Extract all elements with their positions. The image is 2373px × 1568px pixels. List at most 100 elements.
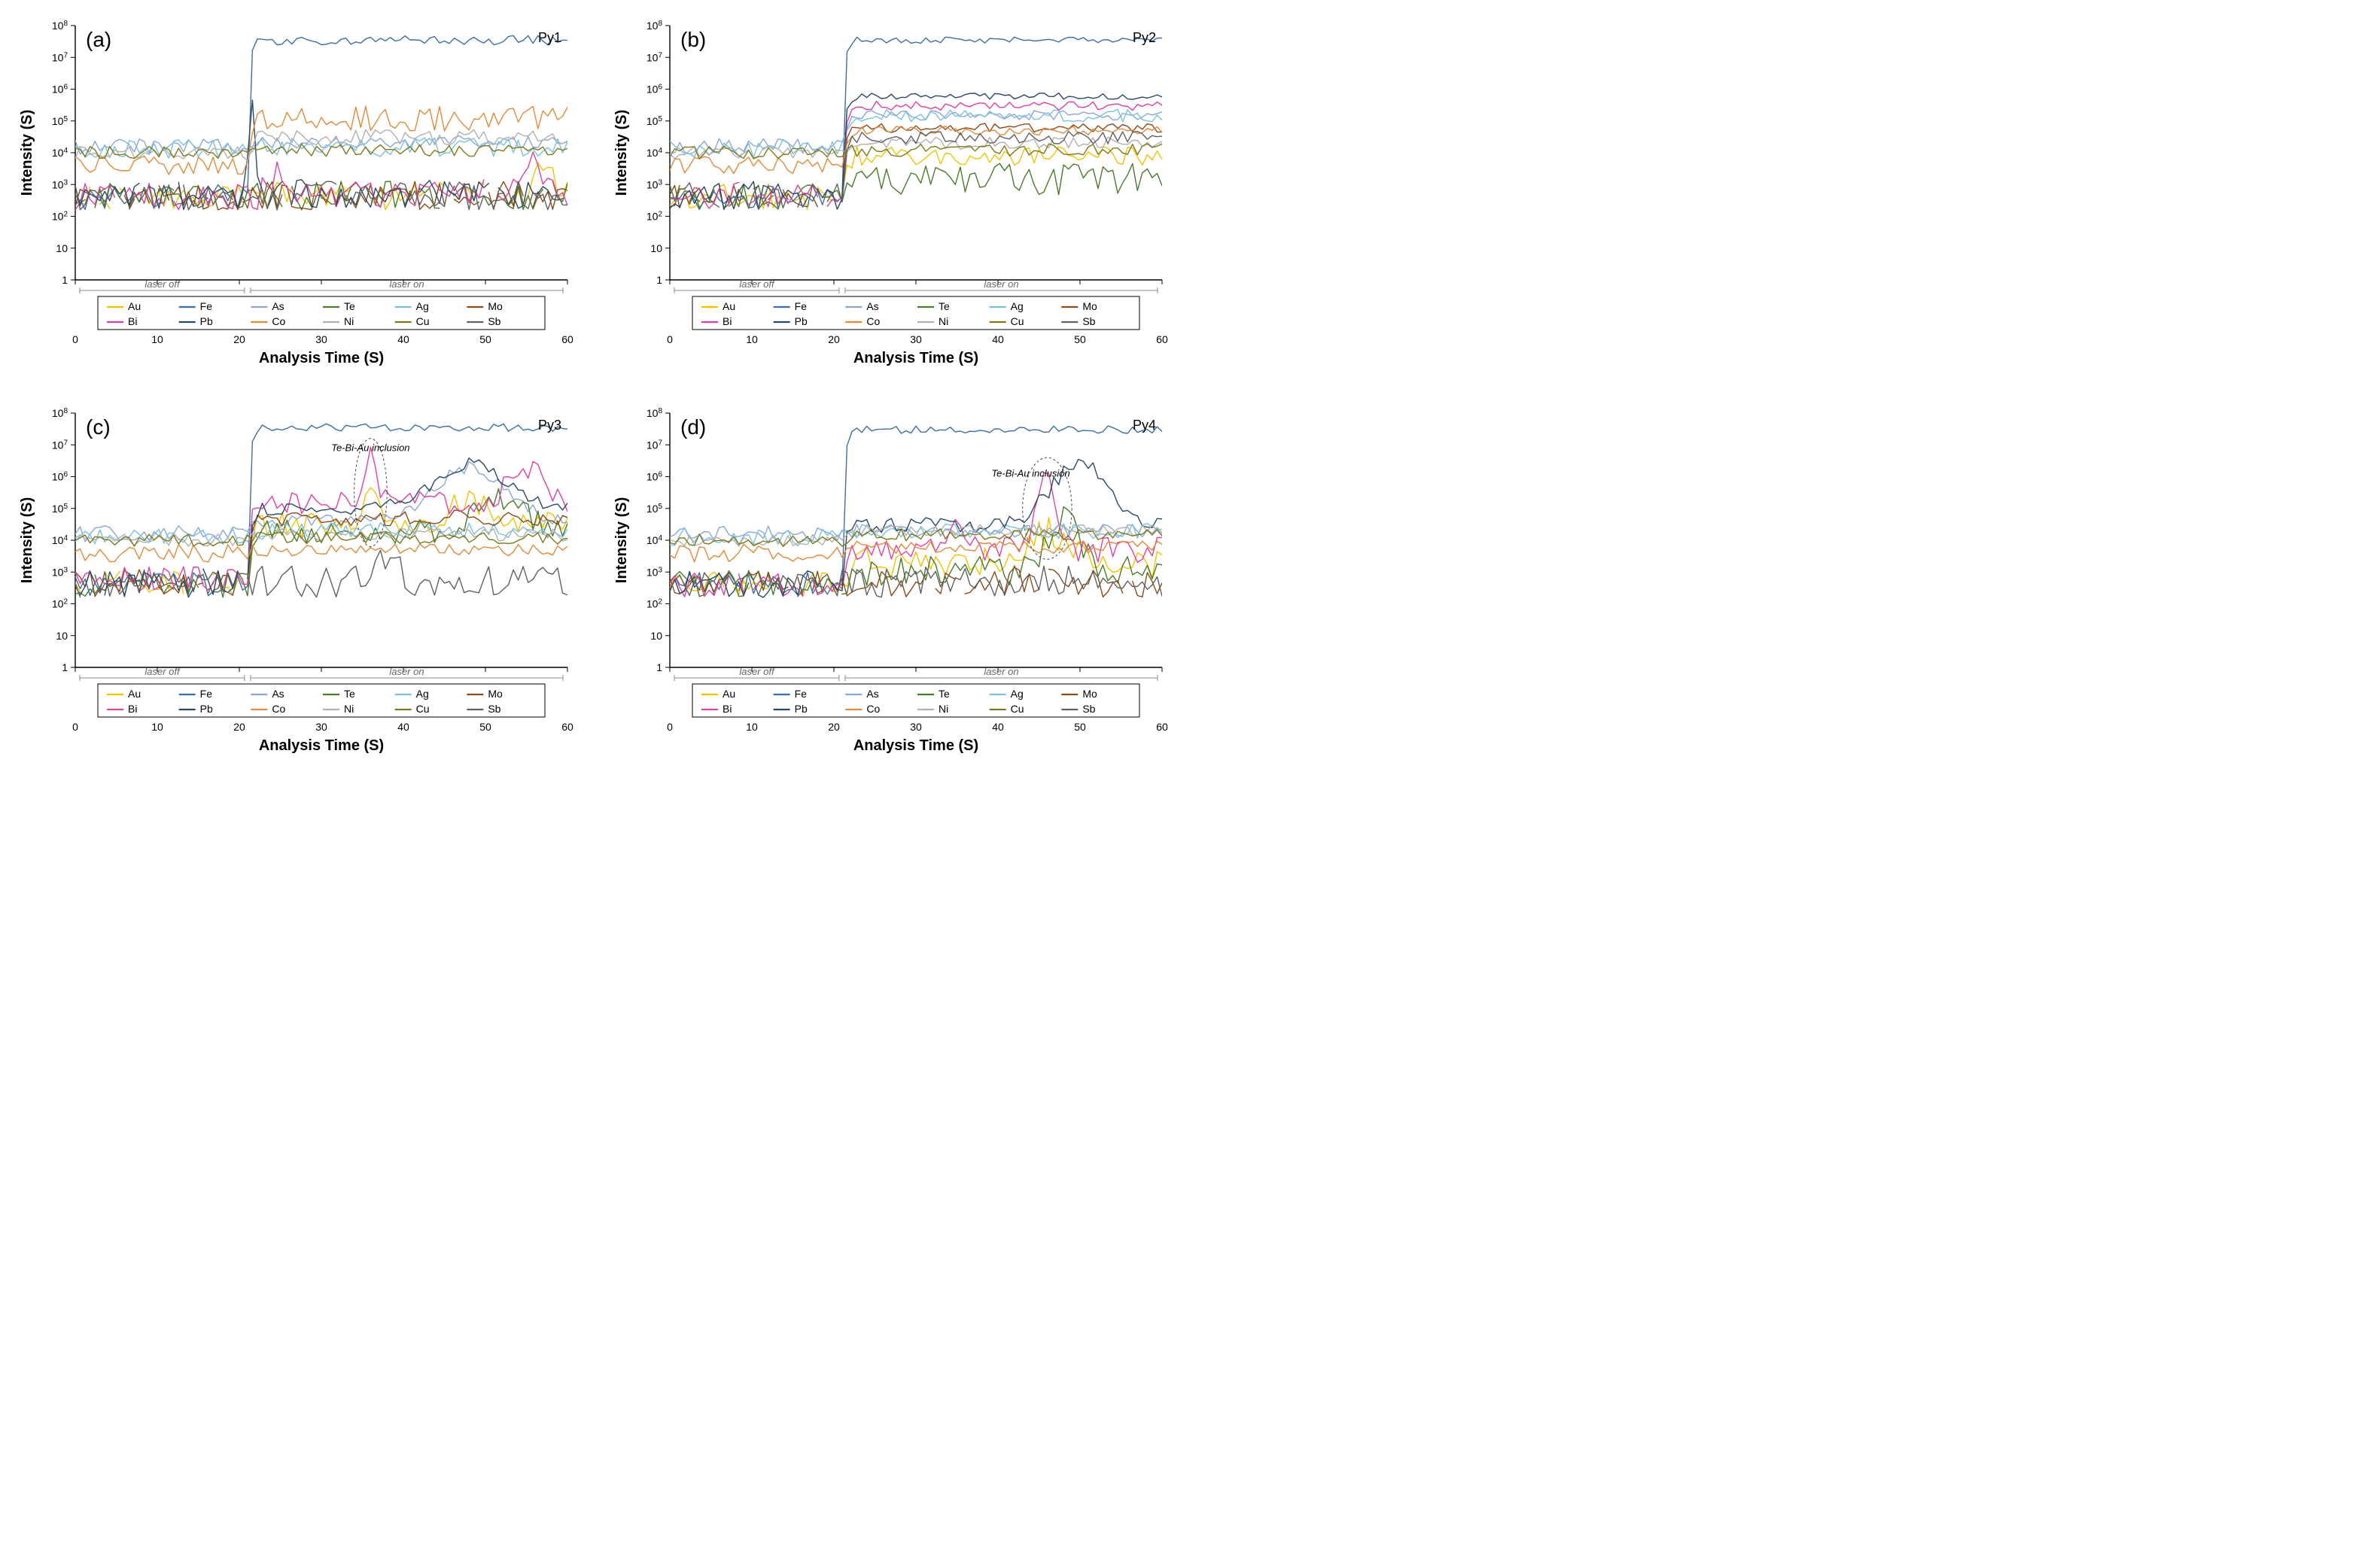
legend-label-co: Co [866, 703, 880, 715]
ytick-label: 103 [646, 178, 663, 191]
ytick-label: 102 [646, 210, 663, 223]
series-mo [75, 510, 567, 597]
legend-label-sb: Sb [1082, 315, 1095, 327]
legend-label-fe: Fe [200, 300, 213, 312]
legend-label-bi: Bi [723, 703, 732, 715]
ytick-label: 104 [52, 147, 68, 160]
series-ag [670, 109, 1162, 157]
xtick-label: 50 [1074, 333, 1086, 345]
panel-wrap-py3: 110102103104105106107108Intensity (S)(c)… [15, 403, 580, 767]
xtick-label: 20 [233, 721, 245, 733]
series-ni [75, 528, 567, 546]
series-au [670, 518, 1162, 597]
ylabel: Intensity (S) [19, 110, 35, 196]
ylabel: Intensity (S) [613, 110, 630, 196]
legend-label-cu: Cu [416, 315, 430, 327]
ytick-label: 103 [52, 178, 68, 191]
ytick-label: 1 [62, 661, 68, 673]
legend-label-pb: Pb [795, 703, 808, 715]
xtick-label: 60 [1156, 721, 1168, 733]
legend-label-mo: Mo [1082, 688, 1097, 700]
legend-label-mo: Mo [1082, 300, 1097, 312]
series-ag [75, 138, 567, 158]
data-lines [75, 424, 567, 597]
legend-label-co: Co [272, 315, 285, 327]
series-co [75, 106, 567, 175]
legend-label-cu: Cu [416, 703, 430, 715]
laser-on-label: laser on [389, 278, 424, 290]
data-lines [670, 426, 1162, 597]
legend-label-cu: Cu [1011, 315, 1024, 327]
legend-label-te: Te [939, 688, 950, 700]
panel-wrap-py4: 110102103104105106107108Intensity (S)(d)… [610, 403, 1174, 767]
panel-letter: (b) [680, 28, 706, 51]
ytick-label: 1 [656, 661, 662, 673]
ytick-label: 106 [52, 470, 68, 483]
legend-label-cu: Cu [1011, 703, 1024, 715]
legend-label-mo: Mo [488, 300, 503, 312]
ytick-label: 104 [646, 534, 663, 547]
xlabel: Analysis Time (S) [853, 737, 978, 754]
legend-label-ni: Ni [939, 315, 948, 327]
xtick-label: 50 [479, 721, 491, 733]
xtick-label: 40 [992, 333, 1004, 345]
xtick-label: 40 [992, 721, 1004, 733]
legend: AuFeAsTeAgMoBiPbCoNiCuSb [692, 684, 1139, 717]
figure-grid: 110102103104105106107108Intensity (S)(a)… [15, 15, 1174, 767]
legend-label-ag: Ag [1011, 300, 1024, 312]
legend-label-bi: Bi [723, 315, 732, 327]
ytick-label: 102 [52, 210, 68, 223]
series-au [670, 147, 1162, 210]
laser-on-label: laser on [984, 666, 1018, 677]
panel-py4: 110102103104105106107108Intensity (S)(d)… [610, 403, 1174, 756]
legend-label-pb: Pb [200, 703, 213, 715]
xtick-label: 60 [561, 721, 573, 733]
legend: AuFeAsTeAgMoBiPbCoNiCuSb [98, 684, 545, 717]
legend-label-as: As [866, 300, 878, 312]
panel-py2: 110102103104105106107108Intensity (S)(b)… [610, 15, 1174, 369]
legend-label-sb: Sb [488, 315, 500, 327]
legend: AuFeAsTeAgMoBiPbCoNiCuSb [692, 296, 1139, 330]
legend: AuFeAsTeAgMoBiPbCoNiCuSb [98, 296, 545, 330]
ytick-label: 105 [646, 114, 663, 127]
xtick-label: 0 [667, 333, 673, 345]
series-sb [75, 550, 567, 597]
series-sb [670, 132, 1162, 210]
xtick-label: 0 [667, 721, 673, 733]
legend-label-pb: Pb [795, 315, 808, 327]
legend-label-bi: Bi [128, 703, 137, 715]
panel-letter: (c) [86, 415, 111, 439]
legend-label-au: Au [723, 300, 735, 312]
xtick-label: 0 [72, 333, 78, 345]
ytick-label: 104 [646, 147, 663, 160]
legend-label-as: As [272, 688, 284, 700]
ytick-label: 105 [52, 502, 68, 515]
series-te [670, 163, 1162, 209]
ytick-label: 10 [56, 242, 68, 254]
legend-label-au: Au [128, 688, 141, 700]
legend-label-te: Te [344, 688, 355, 700]
ytick-label: 10 [650, 630, 662, 642]
ytick-label: 107 [52, 51, 68, 64]
ytick-label: 102 [646, 597, 663, 610]
legend-label-te: Te [344, 300, 355, 312]
xtick-label: 30 [315, 721, 327, 733]
laser-off-label: laser off [739, 666, 775, 677]
xtick-label: 40 [397, 721, 409, 733]
legend-label-ni: Ni [344, 315, 354, 327]
ytick-label: 10 [56, 630, 68, 642]
xtick-label: 20 [828, 333, 840, 345]
ytick-label: 108 [646, 20, 663, 32]
ytick-label: 105 [646, 502, 663, 515]
laser-off-label: laser off [145, 278, 181, 290]
legend-label-ni: Ni [344, 703, 354, 715]
ytick-label: 108 [52, 20, 68, 32]
laser-on-label: laser on [984, 278, 1018, 290]
legend-label-te: Te [939, 300, 950, 312]
xtick-label: 0 [72, 721, 78, 733]
xtick-label: 30 [910, 721, 922, 733]
series-cu [75, 531, 567, 546]
ytick-label: 1 [656, 274, 662, 286]
series-co [670, 126, 1162, 174]
ytick-label: 108 [52, 407, 68, 420]
